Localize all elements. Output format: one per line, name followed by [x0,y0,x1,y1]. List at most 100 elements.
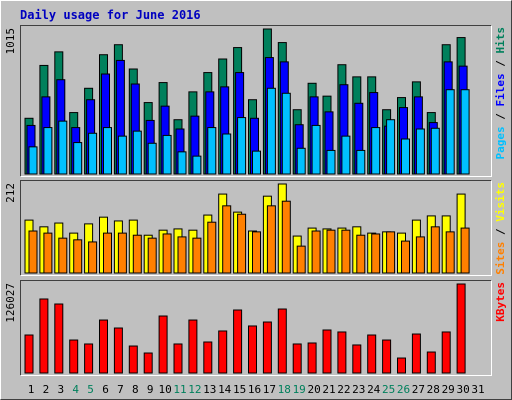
bar [281,200,291,274]
x-tick-label: 20 [307,383,320,396]
bar [99,319,108,374]
bar [58,237,68,274]
bar [307,342,317,374]
x-tick-label: 18 [278,383,291,396]
legend-entry: KBytes [494,282,507,322]
x-tick-label: 29 [442,383,455,396]
bar [411,333,421,374]
bar [88,132,98,175]
bar [147,237,157,274]
bar [39,298,49,374]
y-tick-label: 126027 [4,283,17,323]
bar [132,130,142,175]
bar [113,327,123,374]
bar [192,237,202,274]
chart-title: Daily usage for June 2016 [20,8,201,22]
x-tick-label: 13 [203,383,216,396]
bar [248,325,257,374]
x-tick-label: 10 [158,383,171,396]
bar [426,351,436,374]
x-tick-label: 5 [87,383,94,396]
bar [54,303,64,374]
bar [456,283,466,374]
bar [337,331,347,374]
bar [218,330,228,374]
bar [162,233,172,274]
bar [173,343,183,374]
bar [367,334,377,374]
x-tick-label: 30 [456,383,469,396]
legend-separator: / [494,222,507,242]
bar [266,87,276,175]
bar [430,226,440,274]
x-tick-label: 4 [72,383,79,396]
bar [311,124,321,175]
bar [207,221,217,274]
bar [277,308,287,374]
bar [382,339,392,374]
bar [43,232,53,274]
x-tick-label: 2 [43,383,50,396]
bar [326,149,336,175]
bar [445,231,455,274]
bar [237,213,247,274]
bar [128,345,138,374]
bar [177,151,187,175]
bar [222,133,232,175]
legend: KBytes [494,282,507,322]
bar [162,134,172,175]
legend-separator: / [494,107,507,127]
bar [356,234,366,274]
x-tick-label: 14 [218,383,232,396]
x-tick-label: 27 [412,383,425,396]
legend-entry: Files [494,73,507,106]
bar [147,142,157,175]
bar [356,149,366,175]
bar [73,142,83,175]
bar [117,232,127,274]
legend-entry: Sites [494,242,507,275]
bar [415,128,425,175]
x-tick-label: 24 [367,383,381,396]
bar [326,229,336,274]
bar [281,92,291,175]
bar [143,352,153,374]
x-tick-label: 7 [117,383,124,396]
bar [371,233,381,274]
bar [192,155,202,175]
bar [415,236,425,274]
legend-entry: Pages [494,126,507,159]
bar [262,321,272,374]
bar [371,127,381,175]
y-tick-label: 1015 [4,28,17,55]
bar [296,245,306,274]
bar [341,135,351,175]
bar [188,319,198,374]
plot-border-dark [20,280,492,376]
bar [252,150,261,175]
legend-entry: Hits [494,27,507,54]
x-tick-label: 12 [188,383,201,396]
x-tick-label: 16 [248,383,261,396]
bar [158,315,168,374]
plot-border-dark [20,180,492,276]
legend-separator: / [494,54,507,74]
bar [84,343,94,374]
bar [103,127,112,175]
bar [132,234,142,274]
legend-entry: Visits [494,182,507,222]
plot-border-light [20,180,492,276]
bar [233,309,243,374]
bar [222,205,232,274]
bar [203,341,213,374]
bar [386,231,396,274]
plot-border-dark [20,25,492,177]
bar [43,127,53,175]
plot-border-light [20,25,492,177]
bar [237,117,247,175]
x-tick-label: 25 [382,383,395,396]
x-tick-label: 28 [427,383,440,396]
x-tick-label: 9 [147,383,154,396]
bar [445,89,455,175]
